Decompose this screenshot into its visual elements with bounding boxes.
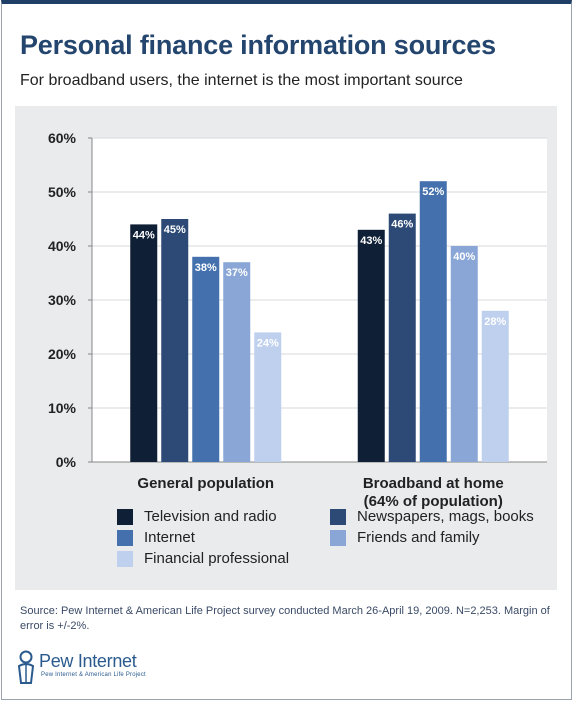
y-tick-label: 60% — [48, 130, 77, 146]
data-label: 37% — [226, 267, 248, 279]
bar — [161, 219, 189, 462]
legend-swatch — [117, 529, 133, 546]
legend-item: Friends and family — [330, 529, 480, 546]
bar — [450, 246, 478, 462]
logo-tagline: Pew Internet & American Life Project — [41, 672, 146, 678]
data-label: 52% — [422, 186, 444, 198]
chart-title: Personal finance information sources — [20, 30, 496, 60]
y-tick-label: 20% — [48, 346, 77, 362]
bar — [130, 224, 158, 462]
data-label: 46% — [391, 219, 413, 231]
legend-swatch — [117, 550, 133, 567]
x-category-label: (64% of population) — [364, 493, 503, 510]
bar — [254, 332, 282, 462]
chart-subtitle: For broadband users, the internet is the… — [20, 72, 463, 89]
legend-label: Financial professional — [144, 550, 290, 567]
logo-name: Pew Internet — [39, 651, 137, 671]
data-label: 28% — [484, 316, 506, 328]
legend-label: Internet — [144, 529, 195, 546]
legend-item: Newspapers, mags, books — [330, 508, 534, 525]
legend-label: Newspapers, mags, books — [357, 508, 534, 525]
pew-figure-icon — [17, 650, 35, 684]
bar — [223, 262, 251, 462]
source-note: Source: Pew Internet & American Life Pro… — [20, 605, 550, 632]
y-tick-label: 0% — [56, 454, 77, 470]
y-tick-label: 30% — [48, 292, 77, 308]
data-label: 38% — [195, 262, 217, 274]
legend-swatch — [330, 508, 346, 525]
legend-item: Internet — [117, 529, 195, 546]
bar — [419, 181, 447, 462]
bar — [192, 256, 220, 462]
legend-label: Television and radio — [144, 508, 277, 525]
x-category-label: Broadband at home — [363, 475, 504, 492]
data-label: 43% — [360, 235, 382, 247]
bar — [388, 213, 416, 462]
y-tick-label: 50% — [48, 184, 77, 200]
legend-item: Financial professional — [117, 550, 289, 567]
data-label: 44% — [133, 229, 155, 241]
bar — [357, 229, 385, 462]
legend-label: Friends and family — [357, 529, 480, 546]
legend-swatch — [117, 508, 133, 525]
pew-internet-logo: Pew Internet Pew Internet & American Lif… — [14, 648, 174, 688]
legend-swatch — [330, 529, 346, 546]
data-label: 40% — [453, 251, 475, 263]
x-category-label: General population — [137, 475, 274, 492]
y-tick-label: 10% — [48, 400, 77, 416]
data-label: 24% — [257, 337, 279, 349]
legend-item: Television and radio — [117, 508, 277, 525]
y-tick-label: 40% — [48, 238, 77, 254]
data-label: 45% — [164, 224, 186, 236]
bar — [481, 310, 509, 462]
